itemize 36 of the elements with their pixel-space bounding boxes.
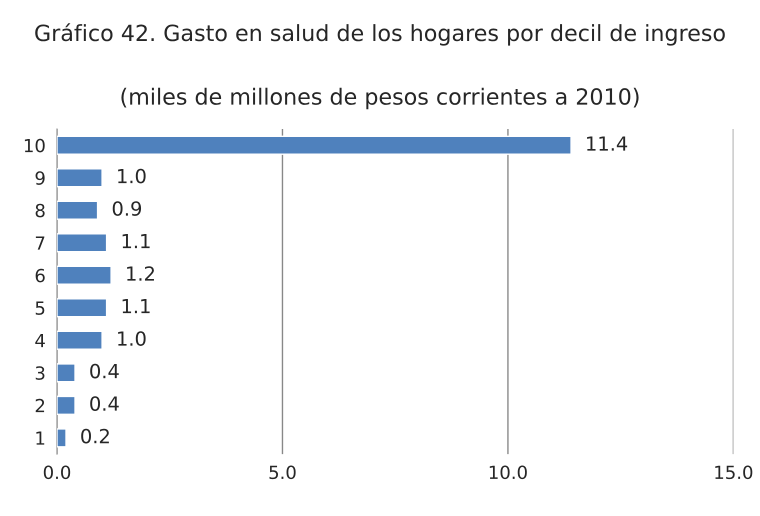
data-label: 0.9	[112, 201, 142, 216]
bar	[57, 396, 76, 415]
bar	[57, 298, 108, 318]
y-tick-label: 1	[36, 432, 44, 445]
chart-title: Gráfico 42. Gasto en salud de los hogares por decil de ingreso	[35, 23, 725, 46]
bar	[57, 363, 76, 382]
data-label: 1.0	[118, 168, 146, 184]
y-tick-label: 3	[36, 366, 44, 380]
data-label: 1.2	[127, 266, 154, 281]
bar	[57, 266, 112, 285]
x-tick-label: 5.0	[270, 466, 296, 480]
data-label: 11.4	[587, 136, 628, 151]
chart-subtitle: (miles de millones de pesos corrientes a 2010)	[121, 88, 639, 110]
data-label: 1.1	[122, 298, 150, 314]
y-tick-label: 8	[36, 204, 45, 218]
data-label: 1.1	[122, 234, 150, 248]
y-tick-label: 4	[35, 334, 45, 348]
y-tick-label: 10	[24, 138, 45, 152]
data-label: 0.2	[81, 428, 109, 444]
bar	[57, 168, 103, 188]
data-label: 0.4	[90, 364, 119, 378]
y-tick-label: 6	[36, 268, 45, 282]
bar	[57, 330, 103, 350]
y-tick-label: 2	[36, 398, 44, 412]
data-label: 1.0	[118, 331, 146, 346]
bar	[57, 233, 108, 252]
y-tick-label: 7	[36, 236, 44, 250]
y-tick-label: 5	[36, 301, 44, 315]
bar	[57, 428, 67, 448]
bar	[57, 200, 98, 220]
y-tick-label: 9	[36, 171, 45, 185]
x-tick-label: 0.0	[44, 466, 70, 480]
x-tick-label: 10.0	[490, 466, 527, 480]
x-tick-label: 15.0	[715, 466, 752, 480]
data-label: 0.4	[90, 396, 119, 411]
bar	[57, 136, 572, 155]
